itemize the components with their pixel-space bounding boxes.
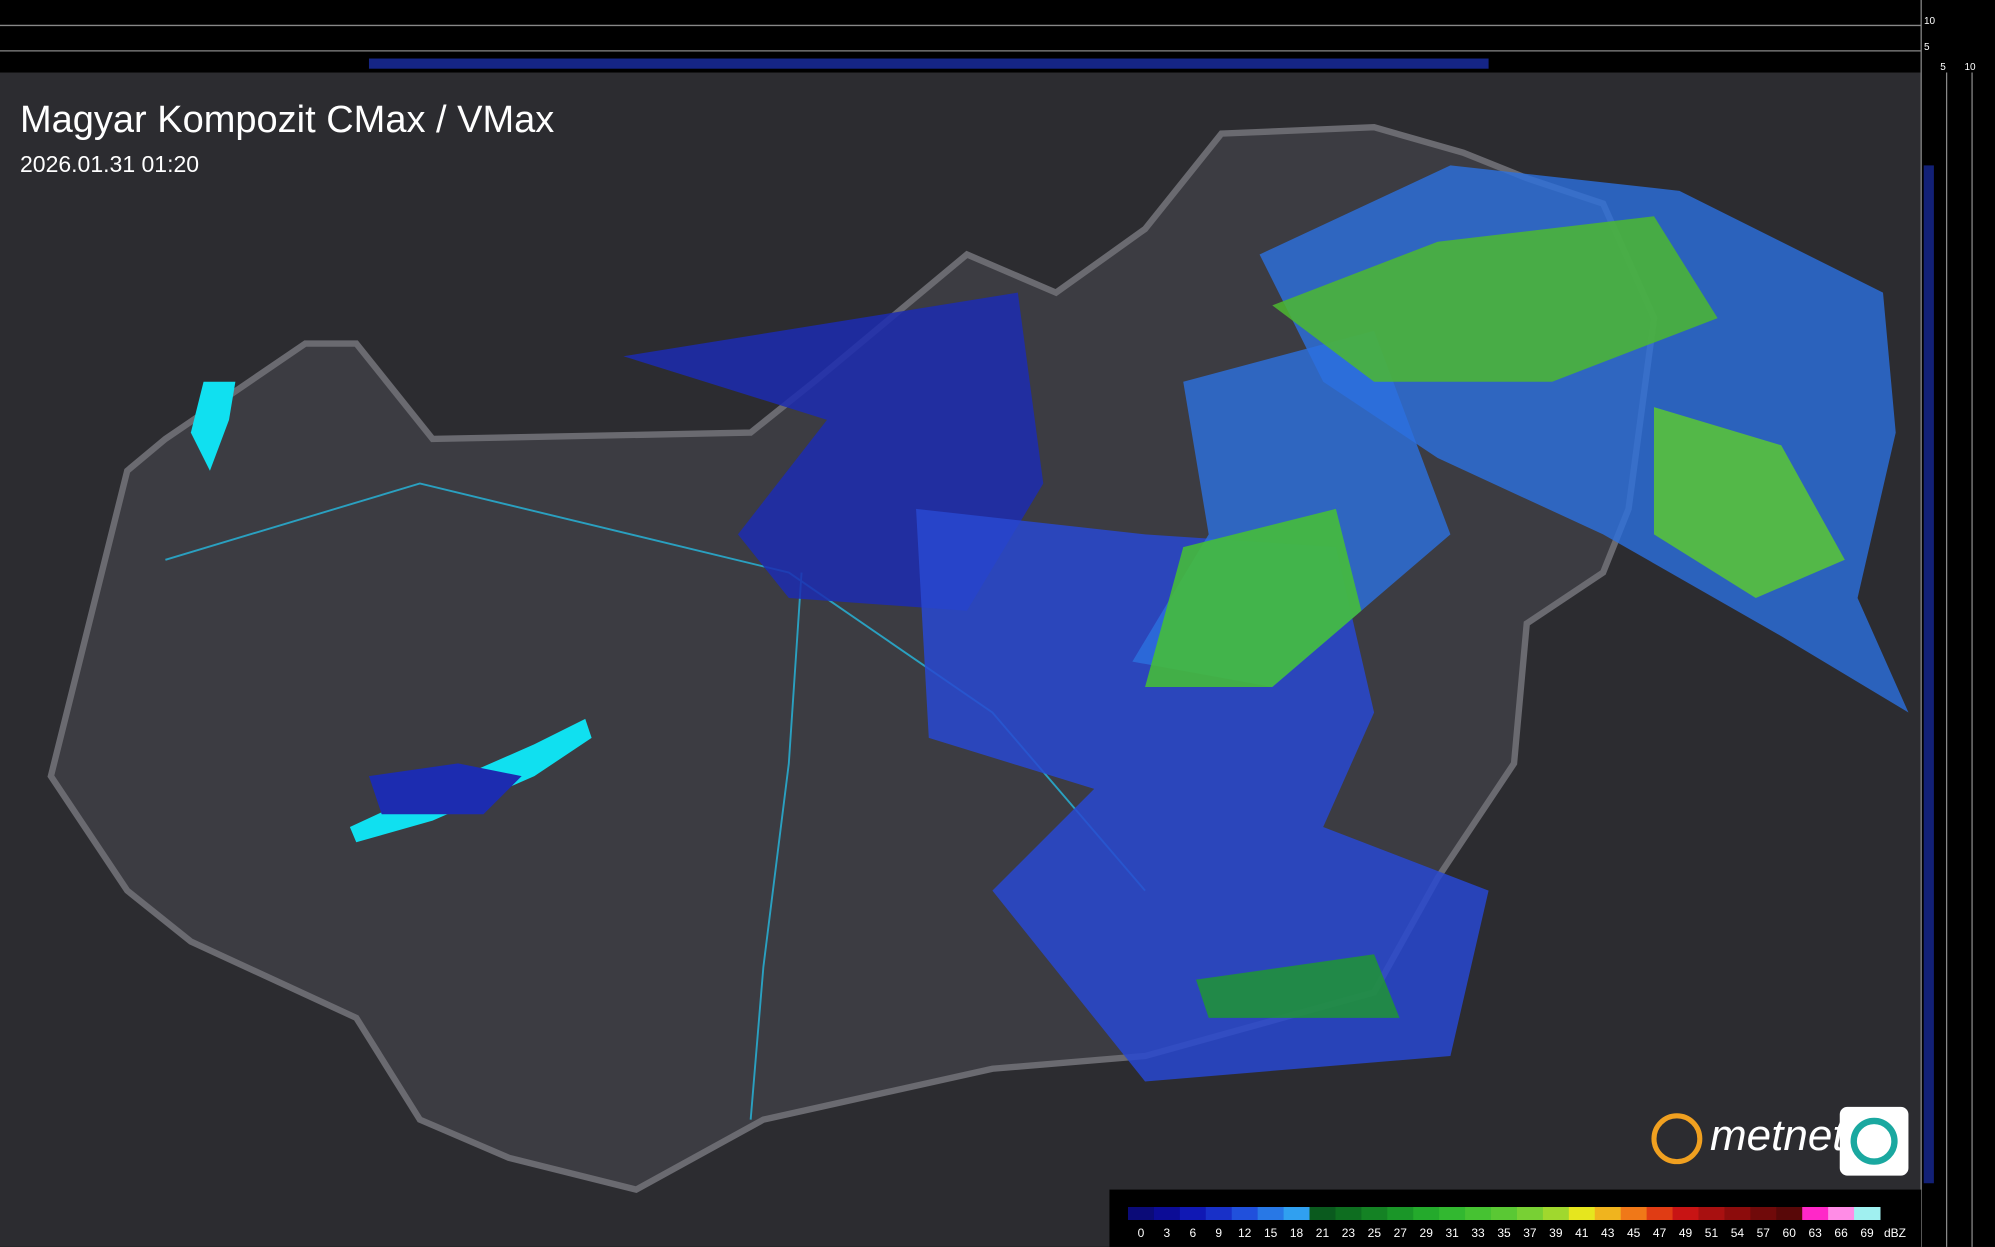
echo — [916, 508, 1489, 1082]
legend-swatch — [1854, 1207, 1881, 1220]
legend-tick: 9 — [1215, 1226, 1222, 1240]
legend-tick: 66 — [1834, 1226, 1848, 1240]
legend-swatch — [1179, 1207, 1207, 1220]
legend-tick: 51 — [1705, 1226, 1719, 1240]
brand: metnet — [1710, 1111, 1846, 1160]
legend-swatch — [1231, 1207, 1259, 1220]
logo-icon — [1839, 1106, 1909, 1176]
legend-tick: 25 — [1368, 1226, 1382, 1240]
legend-tick: 39 — [1549, 1226, 1563, 1240]
legend-tick: 29 — [1420, 1226, 1434, 1240]
echo — [1145, 508, 1362, 688]
legend-tick: 18 — [1290, 1226, 1304, 1240]
legend-tick: 45 — [1627, 1226, 1641, 1240]
legend-tick: 63 — [1808, 1226, 1822, 1240]
side-label: 5 — [1940, 62, 1946, 73]
echo — [1272, 216, 1718, 382]
river — [749, 572, 803, 1120]
legend-tick: 12 — [1238, 1226, 1252, 1240]
side-label: 10 — [1924, 16, 1936, 27]
legend-tick: 21 — [1316, 1226, 1330, 1240]
legend-tick: 37 — [1523, 1226, 1537, 1240]
legend-swatch — [1568, 1207, 1596, 1220]
legend-tick: 6 — [1189, 1226, 1196, 1240]
legend-swatch — [1672, 1207, 1699, 1220]
legend-tick: 47 — [1653, 1226, 1667, 1240]
legend-tick: 57 — [1757, 1226, 1771, 1240]
echo — [1195, 954, 1400, 1018]
legend-swatch — [1646, 1207, 1674, 1220]
strip-echo — [368, 58, 1489, 69]
legend-swatch — [1465, 1207, 1492, 1220]
timestamp: 2026.01.31 01:20 — [20, 151, 199, 177]
legend-tick: 35 — [1497, 1226, 1511, 1240]
lake — [190, 381, 236, 471]
legend-tick: 49 — [1679, 1226, 1693, 1240]
legend-swatch — [1516, 1207, 1544, 1220]
legend-swatch — [1620, 1207, 1648, 1220]
legend-tick: 43 — [1601, 1226, 1615, 1240]
legend-swatch — [1128, 1207, 1155, 1220]
legend-swatch — [1387, 1207, 1414, 1220]
legend-swatch — [1439, 1207, 1466, 1220]
legend-swatch — [1828, 1207, 1855, 1220]
legend-swatch — [1542, 1207, 1570, 1220]
legend-tick: 15 — [1264, 1226, 1278, 1240]
legend-tick: 23 — [1342, 1226, 1356, 1240]
legend-tick: 0 — [1138, 1226, 1145, 1240]
legend-swatch — [1594, 1207, 1622, 1220]
legend-swatch — [1361, 1207, 1388, 1220]
legend-swatch — [1491, 1207, 1518, 1220]
legend-swatch — [1802, 1207, 1829, 1220]
side-label: 10 — [1964, 62, 1976, 73]
logo-sun — [1651, 1113, 1703, 1165]
echo — [1653, 407, 1845, 598]
legend-swatch — [1750, 1207, 1777, 1220]
legend-swatch — [1205, 1207, 1233, 1220]
legend-tick: 27 — [1394, 1226, 1408, 1240]
legend-tick: 33 — [1471, 1226, 1485, 1240]
legend-tick: 54 — [1731, 1226, 1745, 1240]
legend-swatch — [1724, 1207, 1751, 1220]
title: Magyar Kompozit CMax / VMax — [20, 99, 554, 141]
legend-swatch — [1257, 1207, 1285, 1220]
legend-tick: 3 — [1164, 1226, 1171, 1240]
legend-swatch — [1283, 1207, 1311, 1220]
legend-swatch — [1698, 1207, 1725, 1220]
legend-tick: 60 — [1783, 1226, 1797, 1240]
strip-echo — [1923, 165, 1934, 1184]
legend: 0 3 6 9 12 15 18 21 23 25 27 29 31 33 35 37 39 41 43 45 47 49… — [1128, 1207, 1906, 1240]
legend-tick: 69 — [1860, 1226, 1874, 1240]
legend-swatch — [1335, 1207, 1362, 1220]
legend-swatch — [1776, 1207, 1803, 1220]
logo-swirl — [1850, 1117, 1898, 1165]
legend-swatch — [1413, 1207, 1440, 1220]
legend-unit: dBZ — [1884, 1226, 1906, 1240]
side-label: 5 — [1924, 42, 1930, 53]
legend-swatch — [1309, 1207, 1336, 1220]
echo — [368, 763, 522, 815]
legend-tick: 31 — [1445, 1226, 1459, 1240]
legend-swatch — [1153, 1207, 1181, 1220]
legend-tick: 41 — [1575, 1226, 1589, 1240]
